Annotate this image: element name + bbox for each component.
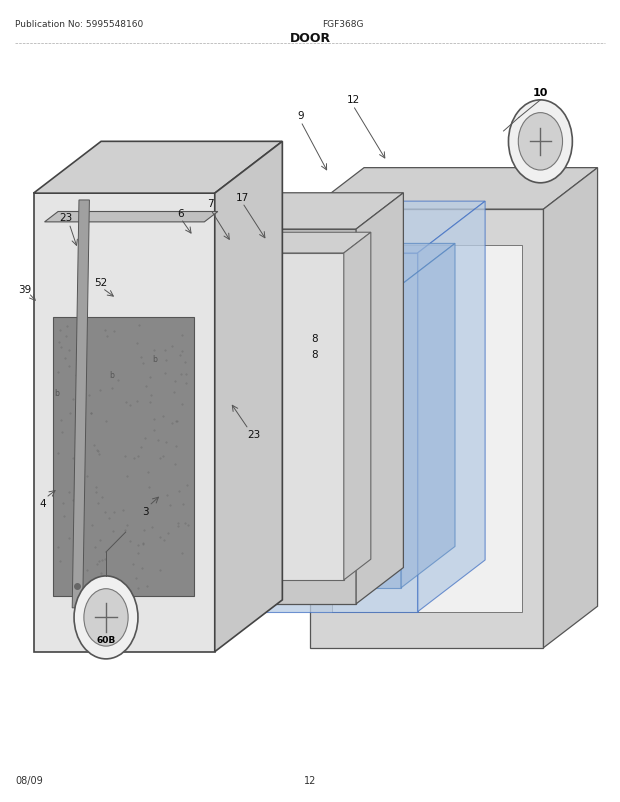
Text: 9: 9 xyxy=(298,111,304,121)
Polygon shape xyxy=(264,286,401,588)
Text: T24D0017C: T24D0017C xyxy=(482,634,547,644)
Text: 12: 12 xyxy=(347,95,360,105)
Text: FGF368G: FGF368G xyxy=(322,20,364,30)
Polygon shape xyxy=(153,193,404,229)
Text: 52: 52 xyxy=(94,278,108,288)
Text: 7: 7 xyxy=(207,198,214,209)
Polygon shape xyxy=(239,253,417,612)
Text: 8: 8 xyxy=(312,334,318,344)
Polygon shape xyxy=(45,213,218,223)
Circle shape xyxy=(518,113,562,171)
Polygon shape xyxy=(178,233,371,253)
Text: 60B: 60B xyxy=(96,635,115,644)
Circle shape xyxy=(84,589,128,646)
Text: 8: 8 xyxy=(312,350,318,360)
Polygon shape xyxy=(53,318,195,596)
Polygon shape xyxy=(174,291,334,541)
Text: 23: 23 xyxy=(59,213,72,223)
Text: 12: 12 xyxy=(304,775,316,785)
Text: Publication No: 5995548160: Publication No: 5995548160 xyxy=(15,20,143,30)
Polygon shape xyxy=(215,142,282,652)
Polygon shape xyxy=(264,244,455,286)
Text: 10: 10 xyxy=(533,87,548,98)
Text: 3: 3 xyxy=(143,506,149,516)
Polygon shape xyxy=(344,233,371,580)
Text: b: b xyxy=(110,371,115,380)
Polygon shape xyxy=(33,194,215,652)
Text: 23: 23 xyxy=(247,429,260,439)
Circle shape xyxy=(508,101,572,184)
Polygon shape xyxy=(401,244,455,588)
Polygon shape xyxy=(310,168,598,210)
Polygon shape xyxy=(178,253,344,580)
Polygon shape xyxy=(544,168,598,648)
Polygon shape xyxy=(310,210,544,648)
Polygon shape xyxy=(239,202,485,253)
Text: DOOR: DOOR xyxy=(290,32,330,45)
Text: ReplacementParts.com: ReplacementParts.com xyxy=(254,404,366,414)
Text: 08/09: 08/09 xyxy=(15,775,43,785)
Text: b: b xyxy=(153,354,157,363)
Polygon shape xyxy=(33,142,282,194)
Text: 6: 6 xyxy=(178,209,184,219)
Text: 17: 17 xyxy=(236,193,249,203)
Circle shape xyxy=(74,576,138,659)
Polygon shape xyxy=(332,245,522,612)
Text: 4: 4 xyxy=(40,498,46,508)
Polygon shape xyxy=(225,176,241,411)
Polygon shape xyxy=(72,200,89,608)
Text: b: b xyxy=(55,388,60,398)
Polygon shape xyxy=(417,202,485,612)
Text: 39: 39 xyxy=(18,285,32,294)
Polygon shape xyxy=(153,229,356,604)
Polygon shape xyxy=(356,193,404,604)
